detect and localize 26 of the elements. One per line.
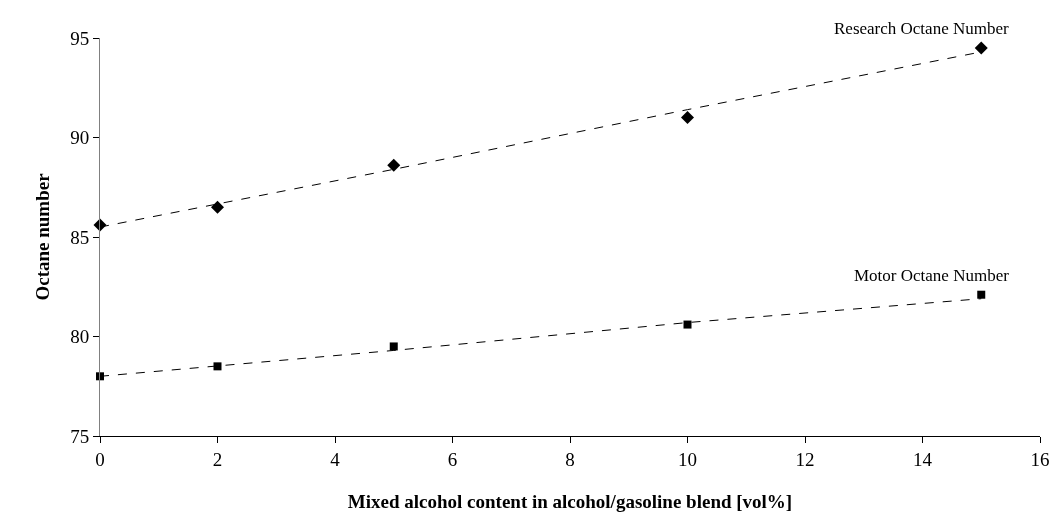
x-tick-label: 12 xyxy=(795,448,815,470)
x-tick-label: 0 xyxy=(95,448,105,470)
x-tick-label: 4 xyxy=(330,448,341,470)
point xyxy=(389,342,398,351)
x-tick-label: 10 xyxy=(678,448,697,470)
point xyxy=(681,111,694,125)
x-axis-title: Mixed alcohol content in alcohol/gasoline blend [vol%] xyxy=(347,490,793,512)
x-tick-label: 16 xyxy=(1030,448,1050,470)
x-tick-label: 8 xyxy=(565,448,575,470)
series-label: Motor Octane Number xyxy=(854,266,1010,285)
point xyxy=(213,362,222,371)
point xyxy=(977,290,986,299)
series-label: Research Octane Number xyxy=(834,19,1009,38)
x-tick-label: 2 xyxy=(212,448,223,470)
y-tick-label: 85 xyxy=(70,226,90,248)
y-tick-label: 90 xyxy=(70,127,90,149)
y-tick-label: 75 xyxy=(70,425,90,447)
point xyxy=(387,158,401,172)
y-axis-title: Octane number xyxy=(32,172,54,301)
point xyxy=(683,320,692,329)
y-tick-label: 80 xyxy=(70,326,90,348)
point xyxy=(974,41,988,55)
x-tick-label: 6 xyxy=(447,448,458,470)
x-tick-label: 14 xyxy=(913,448,933,470)
y-tick-label: 95 xyxy=(70,27,90,49)
point xyxy=(211,200,224,214)
